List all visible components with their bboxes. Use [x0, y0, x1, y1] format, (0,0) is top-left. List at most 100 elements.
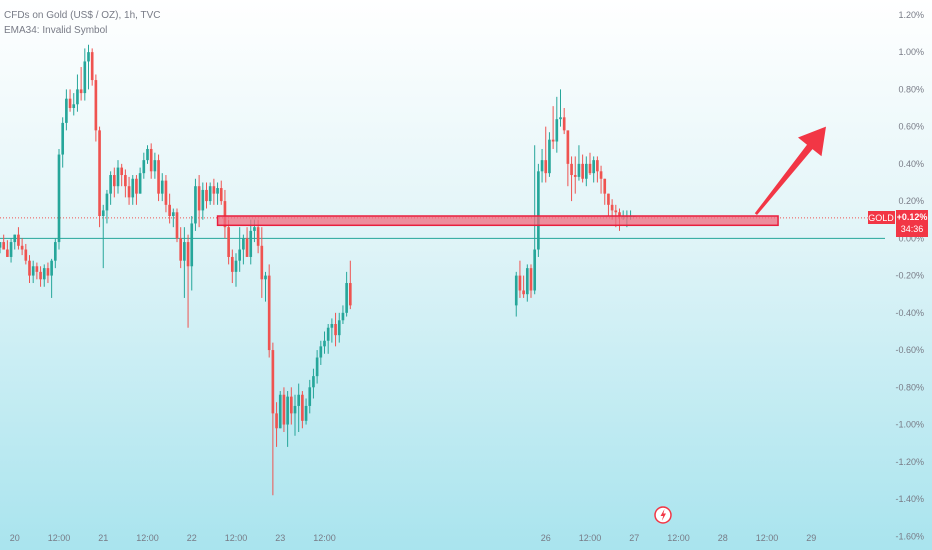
candle-body [127, 186, 131, 198]
candle-body [2, 242, 6, 250]
candle-body [53, 242, 57, 261]
candle-body [0, 242, 2, 248]
candle-body [245, 238, 249, 257]
candle-body [131, 178, 135, 198]
lightning-icon[interactable] [660, 509, 667, 521]
candle-body [341, 312, 345, 321]
candle-body [157, 160, 160, 194]
candle-body [197, 186, 201, 211]
candle-body [6, 249, 9, 257]
candle-body [50, 260, 53, 276]
candle-body [190, 223, 194, 267]
candle-body [90, 52, 94, 81]
candle-body [31, 266, 35, 276]
candle-body [297, 394, 301, 406]
x-tick-label: 12:00 [579, 533, 602, 543]
candle-body [286, 396, 289, 425]
candle-body [577, 163, 581, 177]
candle-body [168, 204, 171, 216]
x-tick-label: 26 [541, 533, 551, 543]
y-tick-label: -0.80% [895, 382, 924, 392]
price-tag-value: +0.12% [897, 212, 928, 222]
x-tick-label: 12:00 [756, 533, 779, 543]
candle-body [548, 139, 551, 174]
candle-body [35, 266, 39, 272]
candle-body [101, 210, 105, 216]
x-tick-label: 12:00 [667, 533, 690, 543]
candle-body [301, 394, 304, 421]
candle-body [525, 268, 529, 295]
x-tick-label: 29 [806, 533, 816, 543]
price-tag-countdown: 34:36 [901, 224, 924, 234]
candle-body [112, 175, 116, 187]
candle-body [9, 242, 13, 257]
y-tick-label: 0.60% [898, 122, 924, 132]
y-tick-label: 0.80% [898, 84, 924, 94]
candle-body [293, 405, 297, 414]
y-tick-label: -0.40% [895, 308, 924, 318]
candle-body [289, 396, 293, 414]
candle-body [522, 290, 525, 295]
candle-body [149, 148, 153, 172]
support-zone [216, 215, 779, 227]
y-tick-label: -0.20% [895, 271, 924, 281]
y-tick-label: 0.20% [898, 196, 924, 206]
candle-body [518, 275, 522, 291]
candle-body [326, 327, 330, 341]
x-tick-label: 12:00 [225, 533, 248, 543]
candle-body [345, 283, 348, 313]
candle-body [238, 249, 242, 261]
candle-body [249, 230, 253, 257]
candle-body [618, 212, 621, 216]
candle-body [330, 324, 334, 328]
x-tick-label: 12:00 [313, 533, 336, 543]
x-tick-label: 21 [98, 533, 108, 543]
y-tick-label: -1.60% [895, 531, 924, 541]
x-tick-label: 22 [187, 533, 197, 543]
candle-body [65, 98, 68, 123]
candle-body [555, 119, 559, 142]
candle-body [57, 154, 61, 243]
x-tick-label: 27 [629, 533, 639, 543]
y-tick-label: -1.40% [895, 494, 924, 504]
candle-body [278, 394, 282, 429]
candle-body [544, 160, 548, 174]
symbol-tag-bg [868, 211, 895, 224]
candle-body [323, 340, 326, 347]
candle-body [514, 275, 518, 306]
candle-body [603, 178, 607, 194]
candle-body [334, 324, 337, 336]
candle-body [28, 260, 31, 276]
event-marker[interactable] [654, 506, 672, 524]
candle-body [337, 320, 341, 336]
y-tick-label: 1.00% [898, 47, 924, 57]
candle-body [208, 186, 212, 202]
candle-body [540, 160, 544, 172]
candle-body [142, 160, 146, 174]
candle-body [581, 163, 584, 179]
candle-body [573, 175, 577, 177]
y-tick-label: 1.20% [898, 10, 924, 20]
candle-body [216, 188, 219, 194]
candle-body [219, 188, 223, 202]
candle-body [319, 346, 323, 358]
price-tag-bg [896, 210, 928, 237]
candle-body [599, 171, 603, 179]
candle-body [205, 189, 208, 202]
candle-body [179, 238, 183, 261]
candle-body [312, 376, 315, 388]
candle-body [120, 167, 124, 176]
candle-body [42, 268, 46, 280]
candle-body [194, 186, 197, 224]
candle-body [17, 234, 20, 246]
y-tick-label: -0.60% [895, 345, 924, 355]
y-tick-label: 0.00% [898, 233, 924, 243]
candle-body [242, 238, 245, 250]
symbol-tag: GOLD [868, 213, 894, 223]
candle-body [186, 242, 190, 267]
candle-body [160, 180, 164, 194]
candle-body [175, 212, 179, 239]
y-tick-label: -1.00% [895, 420, 924, 430]
candle-body [153, 160, 157, 172]
